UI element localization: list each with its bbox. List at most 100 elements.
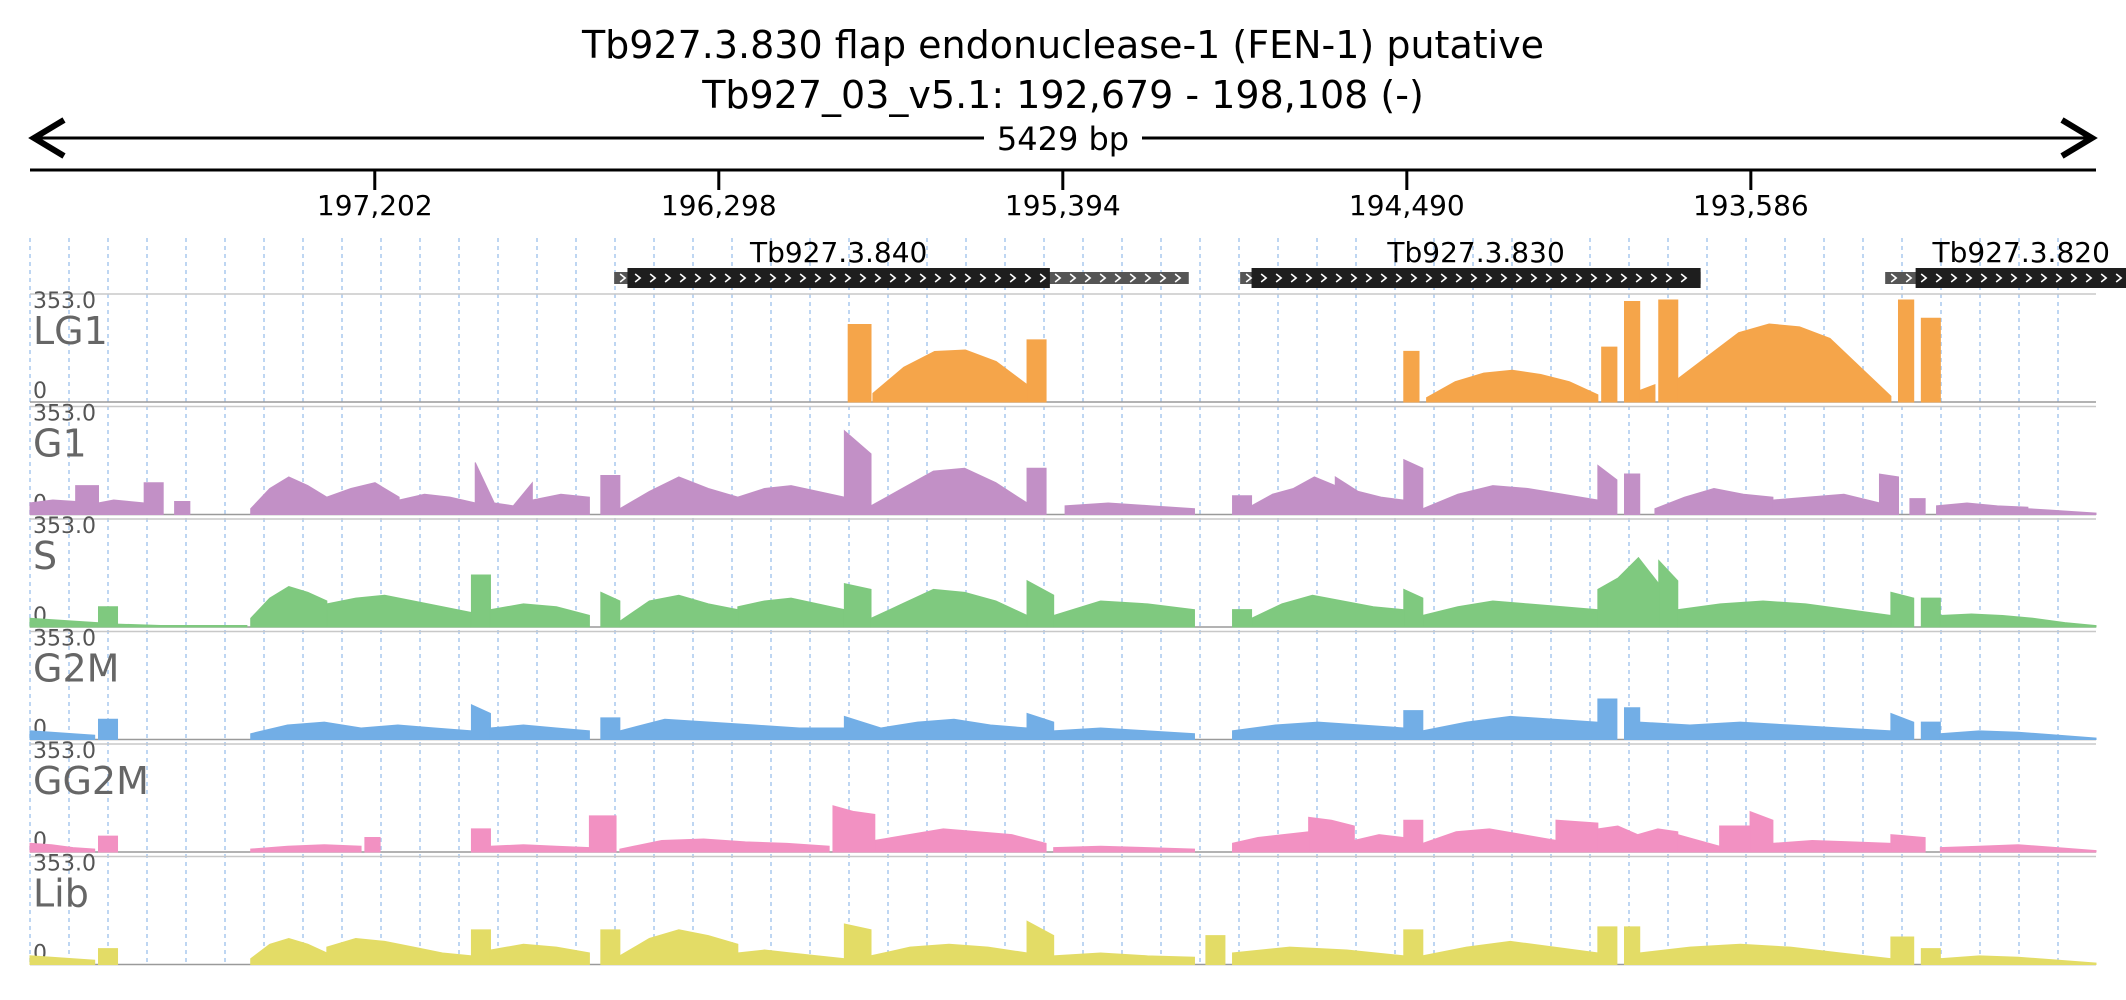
coverage-segment: [1403, 819, 1424, 853]
strand-chevron: [1365, 273, 1373, 283]
coverage-segment: [1403, 929, 1424, 965]
track-scale-max: 353.0: [33, 739, 96, 764]
coverage-segment: [1639, 721, 1892, 740]
gene-cds-0: [627, 268, 1050, 288]
coverage-segment: [470, 828, 491, 853]
coverage-segment: [1890, 834, 1926, 853]
strand-chevron: [1920, 273, 1928, 283]
coverage-segment: [470, 704, 491, 740]
strand-chevron: [1440, 273, 1448, 283]
coverage-segment: [1403, 350, 1420, 403]
coverage-segment: [1597, 926, 1618, 965]
coverage-segment: [97, 718, 119, 740]
strand-chevron: [1485, 273, 1493, 283]
coverage-segment: [489, 943, 590, 965]
strand-chevron: [1144, 273, 1152, 283]
strand-chevron: [709, 273, 717, 283]
track-scale-max: 353.0: [33, 289, 96, 314]
strand-chevron: [1320, 273, 1328, 283]
strand-chevron: [1590, 273, 1598, 283]
coverage-tracks: 353.00LG1353.00G1353.00S353.00G2M353.00G…: [29, 289, 2097, 967]
coverage-segment: [29, 730, 96, 740]
coverage-segment: [326, 594, 472, 628]
strand-chevron: [2040, 273, 2048, 283]
coverage-segment: [1205, 935, 1226, 965]
coverage-segment: [847, 324, 872, 403]
coverage-segment: [1308, 816, 1355, 853]
coverage-segment: [97, 499, 145, 515]
axis-tick-label-4: 193,586: [1693, 189, 1809, 222]
strand-chevron: [754, 273, 762, 283]
strand-chevron: [964, 273, 972, 283]
coverage-segment: [1026, 339, 1047, 403]
coverage-segment: [1422, 485, 1599, 515]
strand-chevron: [949, 273, 957, 283]
span-length-label: 5429 bp: [997, 120, 1129, 158]
strand-chevron: [1635, 273, 1643, 283]
coverage-segment: [1654, 487, 1774, 515]
coverage-segment: [489, 724, 590, 740]
strand-chevron: [1545, 273, 1553, 283]
coverage-segment: [737, 485, 845, 515]
coverage-segment: [364, 837, 381, 853]
coverage-segment: [1624, 707, 1641, 740]
coverage-segment: [531, 493, 590, 515]
coverage-segment: [1053, 952, 1195, 965]
coverage-segment: [1422, 600, 1599, 628]
coverage-segment: [1232, 946, 1405, 965]
coverage-segment: [1422, 715, 1599, 740]
coverage-segment: [1939, 844, 2097, 853]
coverage-segment: [97, 948, 119, 965]
coverage-segment: [1677, 600, 1892, 628]
coverage-segment: [75, 485, 99, 515]
coverage-segment: [843, 715, 1028, 740]
strand-chevron: [739, 273, 747, 283]
coverage-segment: [1939, 613, 2097, 628]
strand-chevron: [2055, 273, 2063, 283]
coverage-segment: [1053, 600, 1195, 628]
strand-chevron: [1159, 273, 1167, 283]
coverage-segment: [1555, 819, 1599, 853]
coverage-segment: [326, 937, 472, 965]
strand-chevron: [1084, 273, 1092, 283]
track-name-label: G2M: [33, 647, 119, 691]
coverage-segment: [1920, 948, 1941, 965]
coverage-segment: [1624, 473, 1641, 515]
axis-tick-label-2: 195,394: [1005, 189, 1121, 222]
track-name-label: S: [33, 534, 57, 578]
coverage-segment: [1639, 383, 1656, 403]
coverage-segment: [1936, 502, 2029, 515]
strand-chevron: [2010, 273, 2018, 283]
strand-chevron: [1455, 273, 1463, 283]
strand-chevron: [1069, 273, 1077, 283]
strand-chevron: [979, 273, 987, 283]
track-scale-max: 353.0: [33, 514, 96, 539]
strand-chevron: [904, 273, 912, 283]
coverage-segment: [1232, 721, 1405, 740]
coverage-segment: [1920, 597, 1941, 628]
coverage-segment: [619, 838, 830, 853]
strand-chevron: [1605, 273, 1613, 283]
coverage-segment: [1658, 559, 1679, 628]
coverage-segment: [470, 929, 491, 965]
coverage-segment: [1658, 299, 1679, 403]
strand-chevron: [1515, 273, 1523, 283]
coverage-segment: [1026, 712, 1055, 740]
coverage-segment: [117, 623, 248, 628]
gene-cds-2: [1915, 268, 2126, 288]
strand-chevron: [1350, 273, 1358, 283]
coverage-segment: [29, 955, 96, 965]
strand-chevron: [1099, 273, 1107, 283]
coverage-segment: [1334, 476, 1405, 515]
coverage-segment: [870, 943, 1028, 965]
strand-chevron: [1275, 273, 1283, 283]
strand-chevron: [679, 273, 687, 283]
coverage-segment: [474, 462, 533, 515]
track-name-label: LG1: [33, 309, 108, 353]
coverage-segment: [843, 583, 872, 628]
coverage-segment: [250, 937, 328, 965]
coverage-segment: [1749, 810, 1774, 853]
